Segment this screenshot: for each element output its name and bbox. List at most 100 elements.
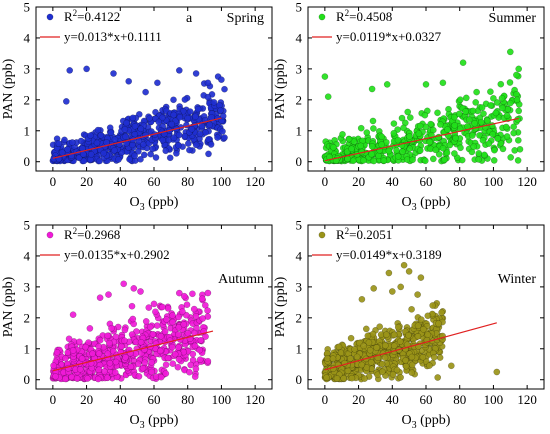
panel-winter-point (351, 345, 358, 353)
panel-summer-point (487, 102, 495, 109)
panel-autumn-point (62, 355, 69, 362)
panel-autumn-point (95, 350, 103, 358)
panel-spring-point (170, 134, 178, 142)
panel-winter-point (405, 331, 412, 339)
panel-winter-point (420, 325, 427, 333)
panel-autumn-points (49, 280, 212, 383)
panel-summer-point (499, 104, 506, 112)
panel-summer-point (507, 154, 515, 161)
panel-spring-x-tick-label: 100 (212, 174, 232, 189)
panel-spring-point (214, 134, 221, 141)
panel-autumn-point (191, 373, 199, 381)
panel-autumn-point (169, 312, 176, 319)
panel-summer-point (404, 108, 412, 116)
panel-winter-y-tick-label: 3 (296, 279, 303, 294)
panel-winter-point (376, 323, 384, 331)
panel-autumn-point (69, 347, 77, 354)
panel-summer-point (394, 153, 402, 160)
panel-summer-y-tick-label: 4 (296, 30, 303, 45)
panel-winter-point (358, 295, 366, 303)
panel-winter-legend-r2: R2=0.2051 (336, 226, 392, 242)
panel-summer-legend-marker (318, 13, 326, 21)
panel-summer-point (385, 147, 393, 155)
panel-autumn-point (89, 350, 96, 358)
panel-winter-legend-marker (318, 231, 326, 239)
panel-winter-point (436, 354, 444, 361)
panel-spring-point (207, 141, 215, 148)
panel-winter-x-tick-label: 0 (322, 392, 329, 407)
panel-winter-point (378, 368, 386, 376)
panel-spring-y-tick-label: 3 (24, 61, 31, 76)
panel-spring-point (115, 156, 122, 163)
panel-summer-point (446, 141, 454, 149)
panel-winter-point (414, 332, 422, 340)
panel-summer-point (478, 104, 486, 111)
panel-autumn-legend-marker (46, 231, 54, 239)
panel-summer-y-tick-label: 2 (296, 92, 303, 107)
panel-winter-point (417, 316, 425, 323)
panel-winter-legend-r2-sup: 2 (345, 226, 350, 236)
panel-spring-point (110, 70, 117, 77)
panel-autumn-point (192, 312, 200, 320)
panel-autumn-y-tick-label: 5 (24, 218, 31, 233)
panel-spring-point (135, 148, 142, 155)
panel-autumn-point (65, 335, 73, 343)
panel-autumn-point (196, 356, 204, 364)
panel-autumn-point (84, 375, 91, 382)
panel-summer-point (513, 71, 520, 79)
panel-winter-point (402, 362, 410, 370)
panel-spring-x-axis-label-unit: (ppb) (145, 195, 179, 210)
panel-summer-point (490, 157, 498, 164)
panel-spring-point (170, 96, 177, 104)
panel-autumn-point (152, 308, 159, 316)
panel-winter-point (396, 338, 404, 345)
panel-winter-point (447, 362, 455, 370)
panel-autumn-point (179, 308, 186, 316)
panel-summer-point (489, 130, 497, 138)
panel-spring-point (118, 149, 126, 156)
panel-spring-point (55, 140, 63, 148)
panel-autumn-point (118, 343, 125, 350)
panel-winter-x-axis-label-unit: (ppb) (417, 413, 451, 428)
panel-winter-point (414, 322, 422, 330)
panel-autumn-point (150, 300, 158, 308)
panel-summer-point (475, 156, 483, 163)
panel-spring-point (87, 132, 94, 139)
panel-winter-x-axis-label-sub: 3 (412, 420, 417, 431)
panel-winter-y-tick-label: 0 (296, 372, 303, 387)
panel-summer-point (350, 138, 358, 146)
panel-autumn-point (135, 373, 143, 380)
panel-autumn-point (159, 303, 166, 311)
panel-winter-x-tick-label: 120 (517, 392, 537, 407)
panel-spring-point (121, 126, 129, 133)
panel-spring-point (159, 136, 167, 144)
panel-winter-point (393, 366, 401, 374)
panel-autumn-point (137, 288, 144, 295)
panel-summer-point (483, 117, 491, 124)
panel-summer-point (506, 79, 514, 86)
panel-winter-point (381, 354, 389, 362)
panel-winter-y-tick-label: 5 (296, 218, 303, 233)
panel-autumn-point (132, 350, 140, 357)
panel-summer-season-label: Summer (489, 11, 537, 26)
panel-autumn-point (204, 289, 212, 297)
panel-summer-point (498, 94, 506, 102)
panel-summer-point (427, 120, 435, 128)
panel-summer-point (487, 88, 494, 96)
panel-autumn-y-tick-label: 1 (24, 341, 31, 356)
panel-summer-point (439, 144, 447, 152)
panel-winter-point (390, 331, 398, 339)
panel-spring-x-tick-label: 40 (114, 174, 127, 189)
panel-autumn-point (122, 353, 129, 361)
panel-spring-point (219, 112, 227, 120)
panel-spring-point (94, 126, 102, 134)
panel-summer-point (443, 149, 451, 157)
panel-winter-point (424, 331, 432, 339)
panel-autumn-point (162, 361, 170, 369)
panel-winter-point (335, 343, 343, 351)
panel-summer-point (485, 140, 493, 147)
panel-spring-legend-equation: y=0.013*x+0.1111 (64, 29, 162, 44)
panel-autumn-point (149, 330, 157, 338)
